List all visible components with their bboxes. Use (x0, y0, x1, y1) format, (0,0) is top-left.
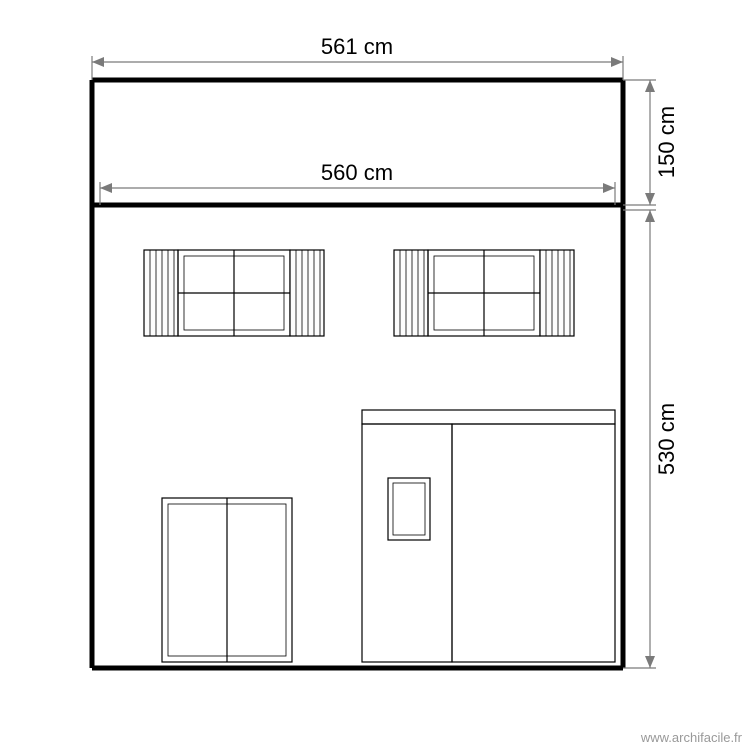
dimension-right-lower: 530 cm (623, 210, 679, 668)
canopy-slab (362, 410, 615, 424)
dim-top-inner-label: 560 cm (321, 160, 393, 185)
elevation-drawing: 561 cm 560 cm 150 cm 530 cm (0, 0, 750, 750)
dimension-right-upper: 150 cm (623, 80, 679, 205)
garage-panel (452, 424, 615, 662)
watermark: www.archifacile.fr (640, 730, 743, 745)
dimension-top-inner: 560 cm (100, 160, 615, 205)
upper-window-left (144, 250, 324, 336)
entrance-block (362, 424, 452, 662)
dim-right-lower-label: 530 cm (654, 403, 679, 475)
entrance-small-window (388, 478, 430, 540)
upper-window-right (394, 250, 574, 336)
dim-right-upper-label: 150 cm (654, 106, 679, 178)
dim-top-outer-label: 561 cm (321, 34, 393, 59)
patio-door (162, 498, 292, 662)
dimension-top-outer: 561 cm (92, 34, 623, 80)
